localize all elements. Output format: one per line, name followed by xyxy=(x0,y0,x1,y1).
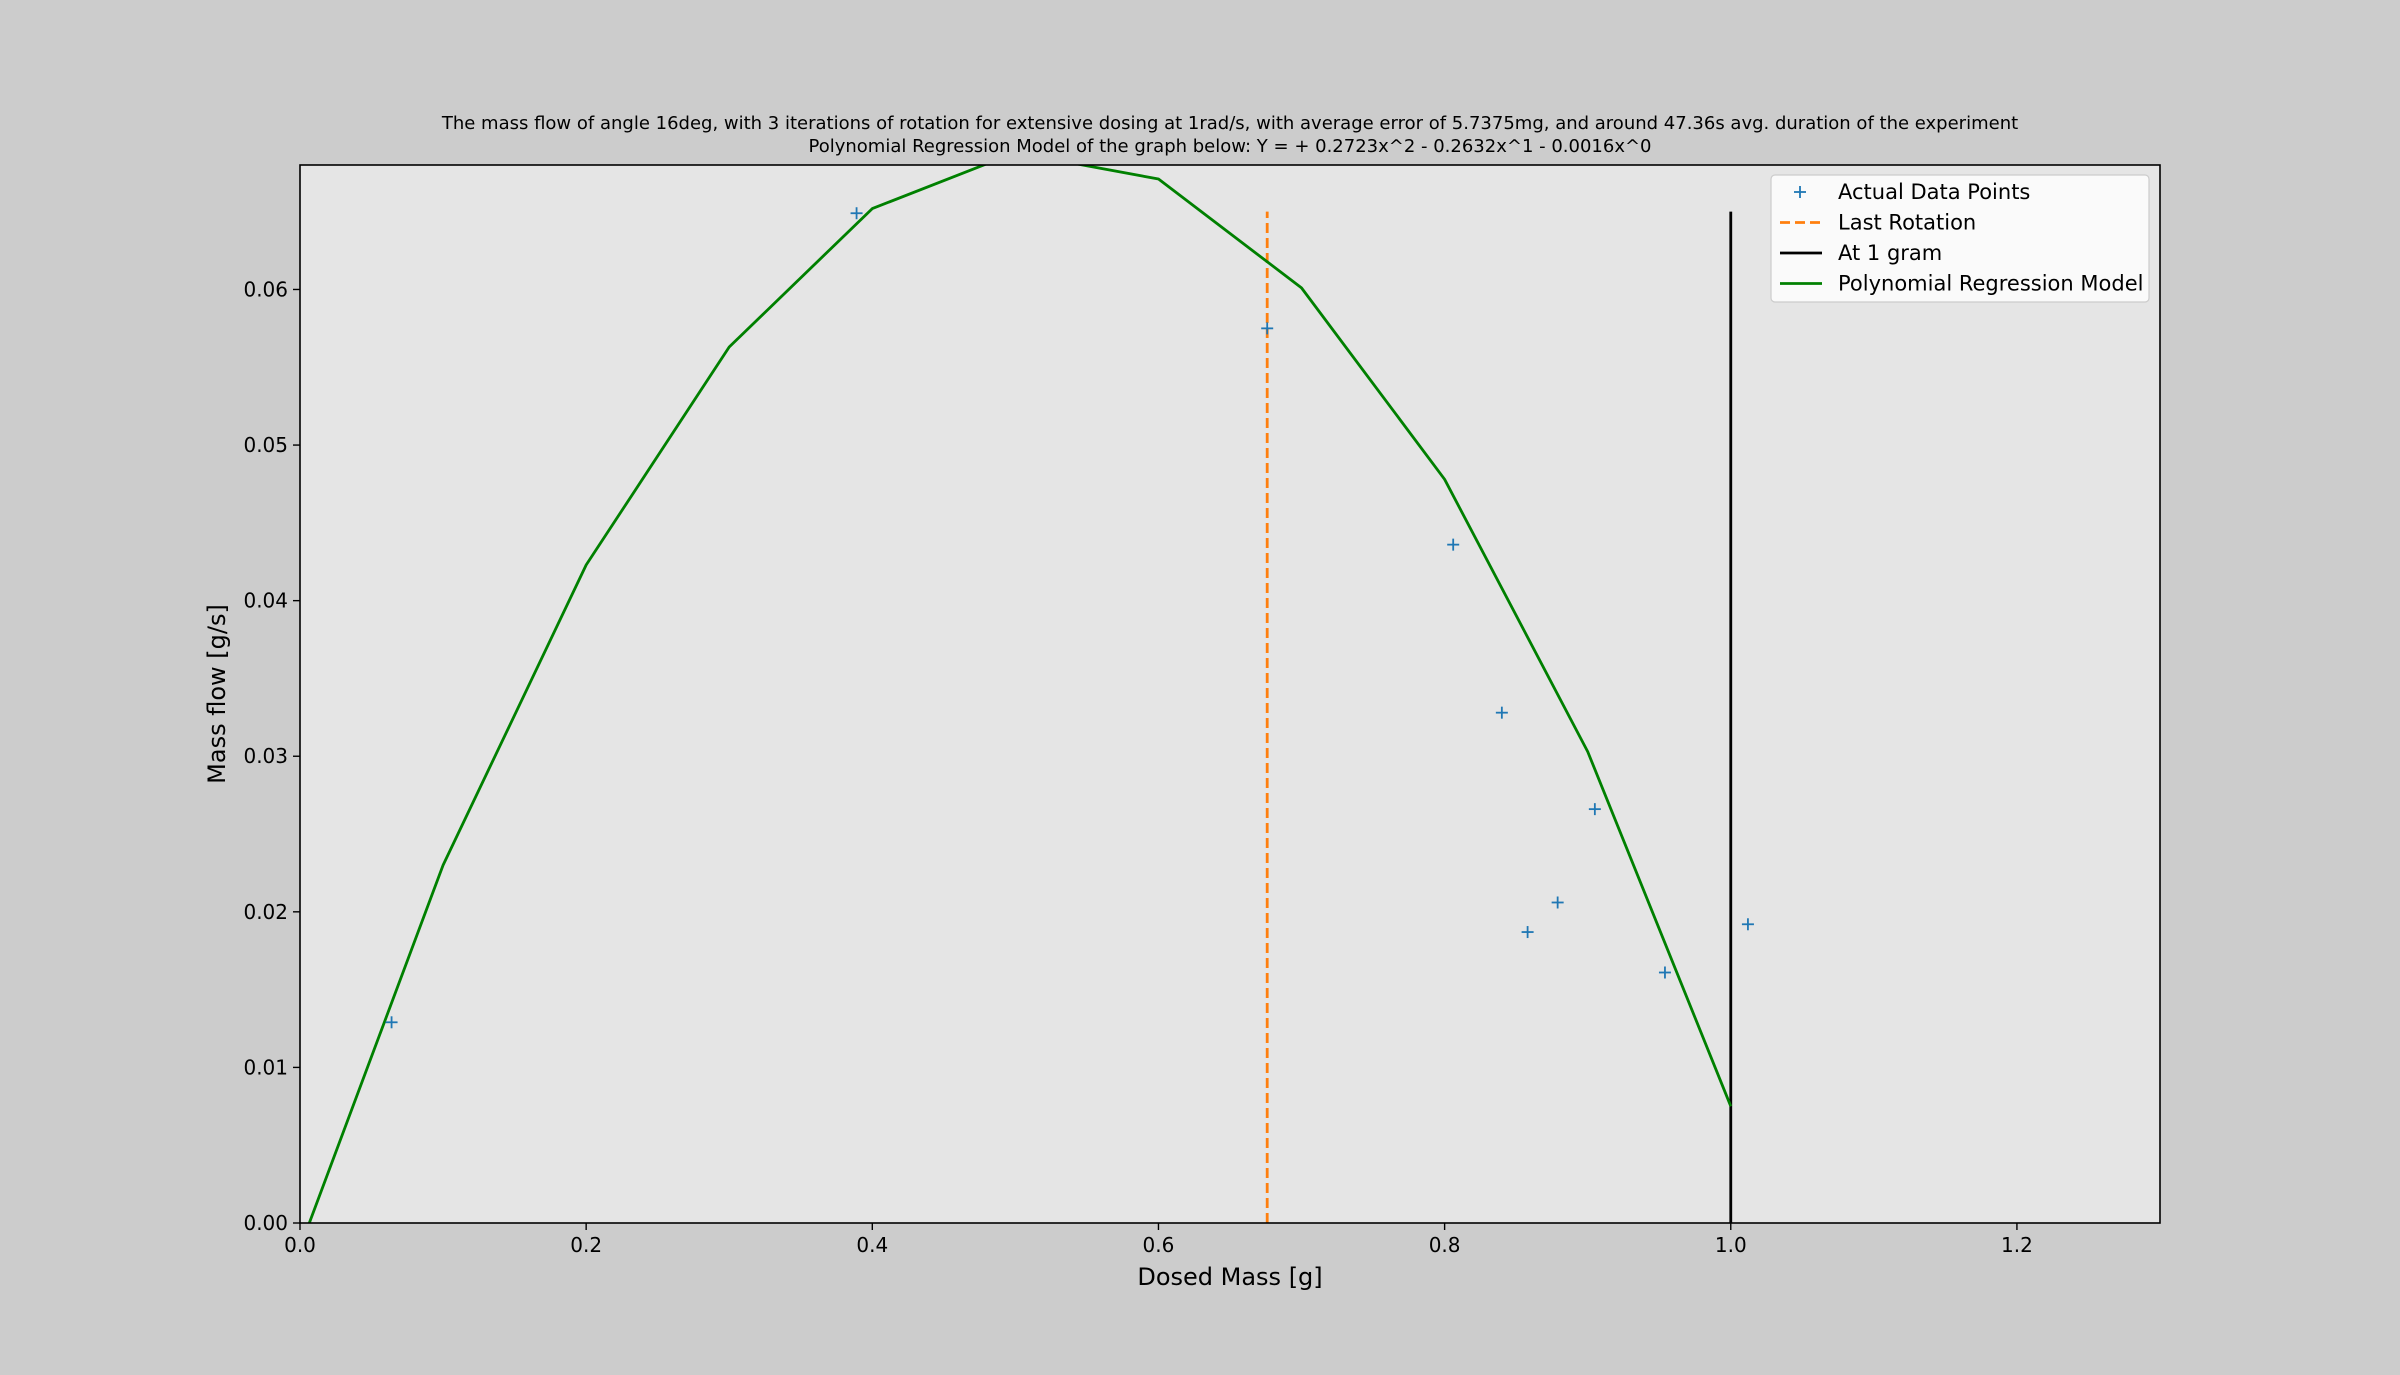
y-tick-label: 0.03 xyxy=(243,744,288,768)
legend-label: Actual Data Points xyxy=(1838,180,2030,204)
y-tick-label: 0.06 xyxy=(243,277,288,301)
chart-title: The mass flow of angle 16deg, with 3 ite… xyxy=(441,113,2018,134)
plot-frame xyxy=(299,164,2161,1224)
y-axis: 0.00 0.01 0.02 0.03 0.04 0.05 0.06 xyxy=(243,277,300,1235)
legend-label: Last Rotation xyxy=(1838,211,1976,235)
data-point xyxy=(1521,926,1534,939)
y-tick-label: 0.02 xyxy=(243,900,288,924)
y-tick-label: 0.05 xyxy=(243,433,288,457)
x-tick-label: 0.2 xyxy=(570,1233,602,1257)
regression-line xyxy=(307,165,1733,1223)
y-tick-label: 0.04 xyxy=(243,589,288,613)
legend: Actual Data Points Last Rotation At 1 gram… xyxy=(1770,174,2150,303)
data-point xyxy=(850,207,863,220)
data-point xyxy=(1658,966,1671,979)
y-tick-label: 0.00 xyxy=(243,1211,288,1235)
x-tick-label: 0.8 xyxy=(1429,1233,1461,1257)
legend-item: At 1 gram xyxy=(1780,241,1942,265)
data-point xyxy=(1447,538,1460,551)
legend-box xyxy=(1770,174,2150,303)
x-tick-label: 1.0 xyxy=(1715,1233,1747,1257)
x-tick-label: 0.4 xyxy=(856,1233,888,1257)
data-point xyxy=(1495,706,1508,719)
chart-subtitle: Polynomial Regression Model of the graph… xyxy=(808,136,1651,157)
x-tick-label: 0.0 xyxy=(284,1233,316,1257)
data-point xyxy=(1261,322,1274,335)
legend-item: Actual Data Points xyxy=(1794,180,2030,204)
legend-item: Polynomial Regression Model xyxy=(1780,272,2143,296)
data-point xyxy=(1551,896,1564,909)
x-tick-label: 1.2 xyxy=(2001,1233,2033,1257)
legend-label: Polynomial Regression Model xyxy=(1838,272,2143,296)
data-point xyxy=(385,1016,398,1029)
x-tick-label: 0.6 xyxy=(1143,1233,1175,1257)
legend-item: Last Rotation xyxy=(1780,211,1976,235)
data-point xyxy=(1741,918,1754,931)
y-axis-label: Mass flow [g/s] xyxy=(203,604,231,784)
y-tick-label: 0.01 xyxy=(243,1055,288,1079)
plot-area xyxy=(300,165,2160,1223)
legend-label: At 1 gram xyxy=(1838,241,1942,265)
x-axis: 0.0 0.2 0.4 0.6 0.8 1.0 1.2 xyxy=(284,1223,2033,1257)
data-point xyxy=(1588,803,1601,816)
x-axis-label: Dosed Mass [g] xyxy=(1137,1263,1322,1291)
